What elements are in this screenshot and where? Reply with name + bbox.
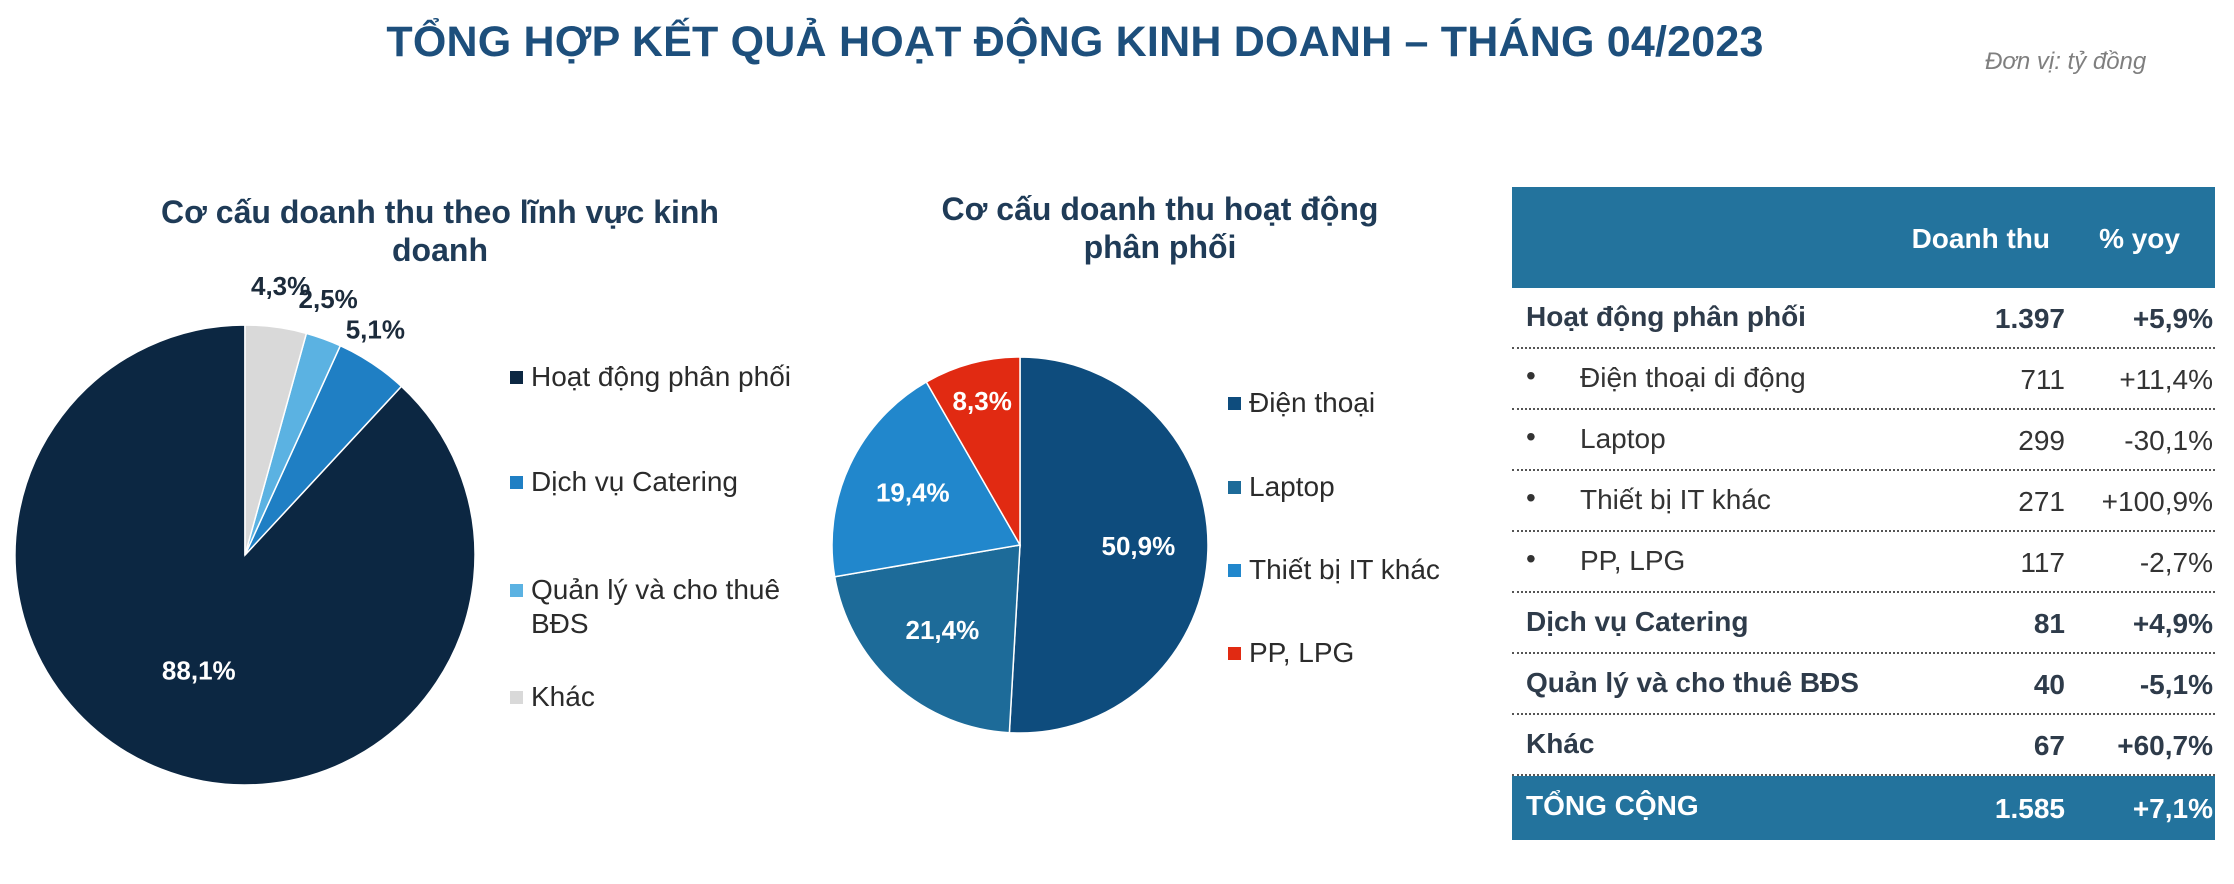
chart1-legend-label: Dịch vụ Catering [531, 466, 738, 497]
row-bullet: • [1526, 421, 1536, 452]
total-yoy: +7,1% [2132, 793, 2213, 824]
chart2-legend-label: Laptop [1249, 471, 1335, 502]
row-bullet: • [1526, 482, 1536, 513]
chart1-legend-item: Hoạt động phân phối [510, 360, 791, 394]
chart1-label-0: 88,1% [162, 656, 236, 686]
chart1-legend-item: Quản lý và cho thuê BĐS [510, 573, 821, 641]
chart1-legend-swatch [510, 371, 523, 384]
row-yoy: -2,7% [2139, 547, 2213, 578]
table-header: Doanh thu % yoy [1512, 187, 2215, 288]
row-bullet: • [1526, 543, 1536, 574]
row-name: Dịch vụ Catering [1526, 606, 1749, 637]
row-name: Khác [1526, 728, 1595, 759]
row-name: Laptop [1580, 423, 1666, 454]
page-title: TỔNG HỢP KẾT QUẢ HOẠT ĐỘNG KINH DOANH – … [386, 18, 1764, 66]
table-row: • PP, LPG 117 -2,7% [1512, 532, 2215, 593]
chart2-slice-1 [833, 544, 1021, 734]
chart2-legend-label: PP, LPG [1249, 637, 1355, 668]
table-row: • Điện thoại di động 711 +11,4% [1512, 349, 2215, 410]
table-row: Khác 67 +60,7% [1512, 715, 2215, 776]
table-row: • Laptop 299 -30,1% [1512, 410, 2215, 471]
chart2-legend-swatch [1228, 647, 1241, 660]
unit-note: Đơn vị: tỷ đồng [1985, 48, 2147, 75]
chart2-label-3: 8,3% [953, 386, 1012, 416]
chart2-label-0: 50,9% [1102, 531, 1176, 561]
chart2-legend-item: Thiết bị IT khác [1228, 553, 1440, 587]
row-name: Hoạt động phân phối [1526, 301, 1806, 332]
table-total-row: TỔNG CỘNG 1.585 +7,1% [1512, 776, 2215, 840]
chart1-legend-swatch [510, 476, 523, 489]
chart1-label-1: 5,1% [346, 315, 405, 345]
row-revenue: 117 [2020, 547, 2065, 578]
table-row: • Thiết bị IT khác 271 +100,9% [1512, 471, 2215, 532]
row-bullet: • [1526, 360, 1536, 391]
row-name: PP, LPG [1580, 545, 1686, 576]
table-row: Dịch vụ Catering 81 +4,9% [1512, 593, 2215, 654]
chart2-slice-3 [925, 356, 1021, 548]
row-revenue: 711 [2020, 364, 2065, 395]
header-yoy: % yoy [2099, 223, 2180, 254]
chart1-legend-item: Dịch vụ Catering [510, 465, 738, 499]
chart2-title: Cơ cấu doanh thu hoạt động phân phối [941, 191, 1379, 265]
total-label: TỔNG CỘNG [1526, 790, 1699, 821]
row-name: Thiết bị IT khác [1580, 484, 1771, 515]
chart1-legend-label: Hoạt động phân phối [531, 361, 791, 392]
chart1-legend-item: Khác [510, 680, 595, 714]
chart1-legend-label: Quản lý và cho thuê BĐS [531, 574, 781, 639]
chart1-legend-label: Khác [531, 681, 595, 712]
chart2-legend-swatch [1228, 564, 1241, 577]
header-revenue: Doanh thu [1911, 223, 2050, 254]
row-yoy: +100,9% [2101, 486, 2213, 517]
chart2-legend-label: Thiết bị IT khác [1249, 554, 1440, 585]
chart1-slice-3 [244, 324, 308, 556]
chart2-label-2: 19,4% [876, 477, 950, 507]
row-yoy: -30,1% [2124, 425, 2213, 456]
row-revenue: 40 [2033, 669, 2065, 700]
chart1-title: Cơ cấu doanh thu theo lĩnh vực kinh doan… [161, 194, 719, 268]
row-name: Quản lý và cho thuê BĐS [1526, 667, 1859, 698]
chart2-slice-0 [1008, 356, 1209, 734]
chart2-legend-swatch [1228, 481, 1241, 494]
chart2-label-1: 21,4% [906, 615, 980, 645]
row-revenue: 1.397 [1994, 303, 2065, 334]
row-yoy: +5,9% [2132, 303, 2213, 334]
row-yoy: +60,7% [2117, 730, 2213, 761]
row-yoy: +11,4% [2119, 364, 2213, 395]
table-body: Hoạt động phân phối 1.397 +5,9% • Điện thoại… [1512, 288, 2215, 776]
row-yoy: +4,9% [2132, 608, 2213, 639]
chart1-legend-swatch [510, 691, 523, 704]
row-revenue: 67 [2033, 730, 2065, 761]
row-revenue: 299 [2018, 425, 2065, 456]
summary-table: Doanh thu % yoy Hoạt động phân phối 1.397… [1512, 187, 2215, 840]
table-row: Quản lý và cho thuê BĐS 40 -5,1% [1512, 654, 2215, 715]
total-revenue: 1.585 [1994, 793, 2065, 824]
chart2-legend-item: PP, LPG [1228, 636, 1354, 670]
chart2-legend-item: Laptop [1228, 470, 1335, 504]
chart1-label-2: 2,5% [299, 284, 358, 314]
row-revenue: 81 [2033, 608, 2065, 639]
chart1-legend-swatch [510, 584, 523, 597]
chart2-legend-swatch [1228, 397, 1241, 410]
chart2-legend-item: Điện thoại [1228, 386, 1375, 420]
row-revenue: 271 [2018, 486, 2065, 517]
chart2-legend-label: Điện thoại [1249, 387, 1376, 418]
chart1-label-3: 4,3% [251, 271, 310, 301]
row-yoy: -5,1% [2139, 669, 2213, 700]
table-row: Hoạt động phân phối 1.397 +5,9% [1512, 288, 2215, 349]
row-name: Điện thoại di động [1580, 362, 1806, 393]
chart2-slice-2 [831, 380, 1022, 578]
